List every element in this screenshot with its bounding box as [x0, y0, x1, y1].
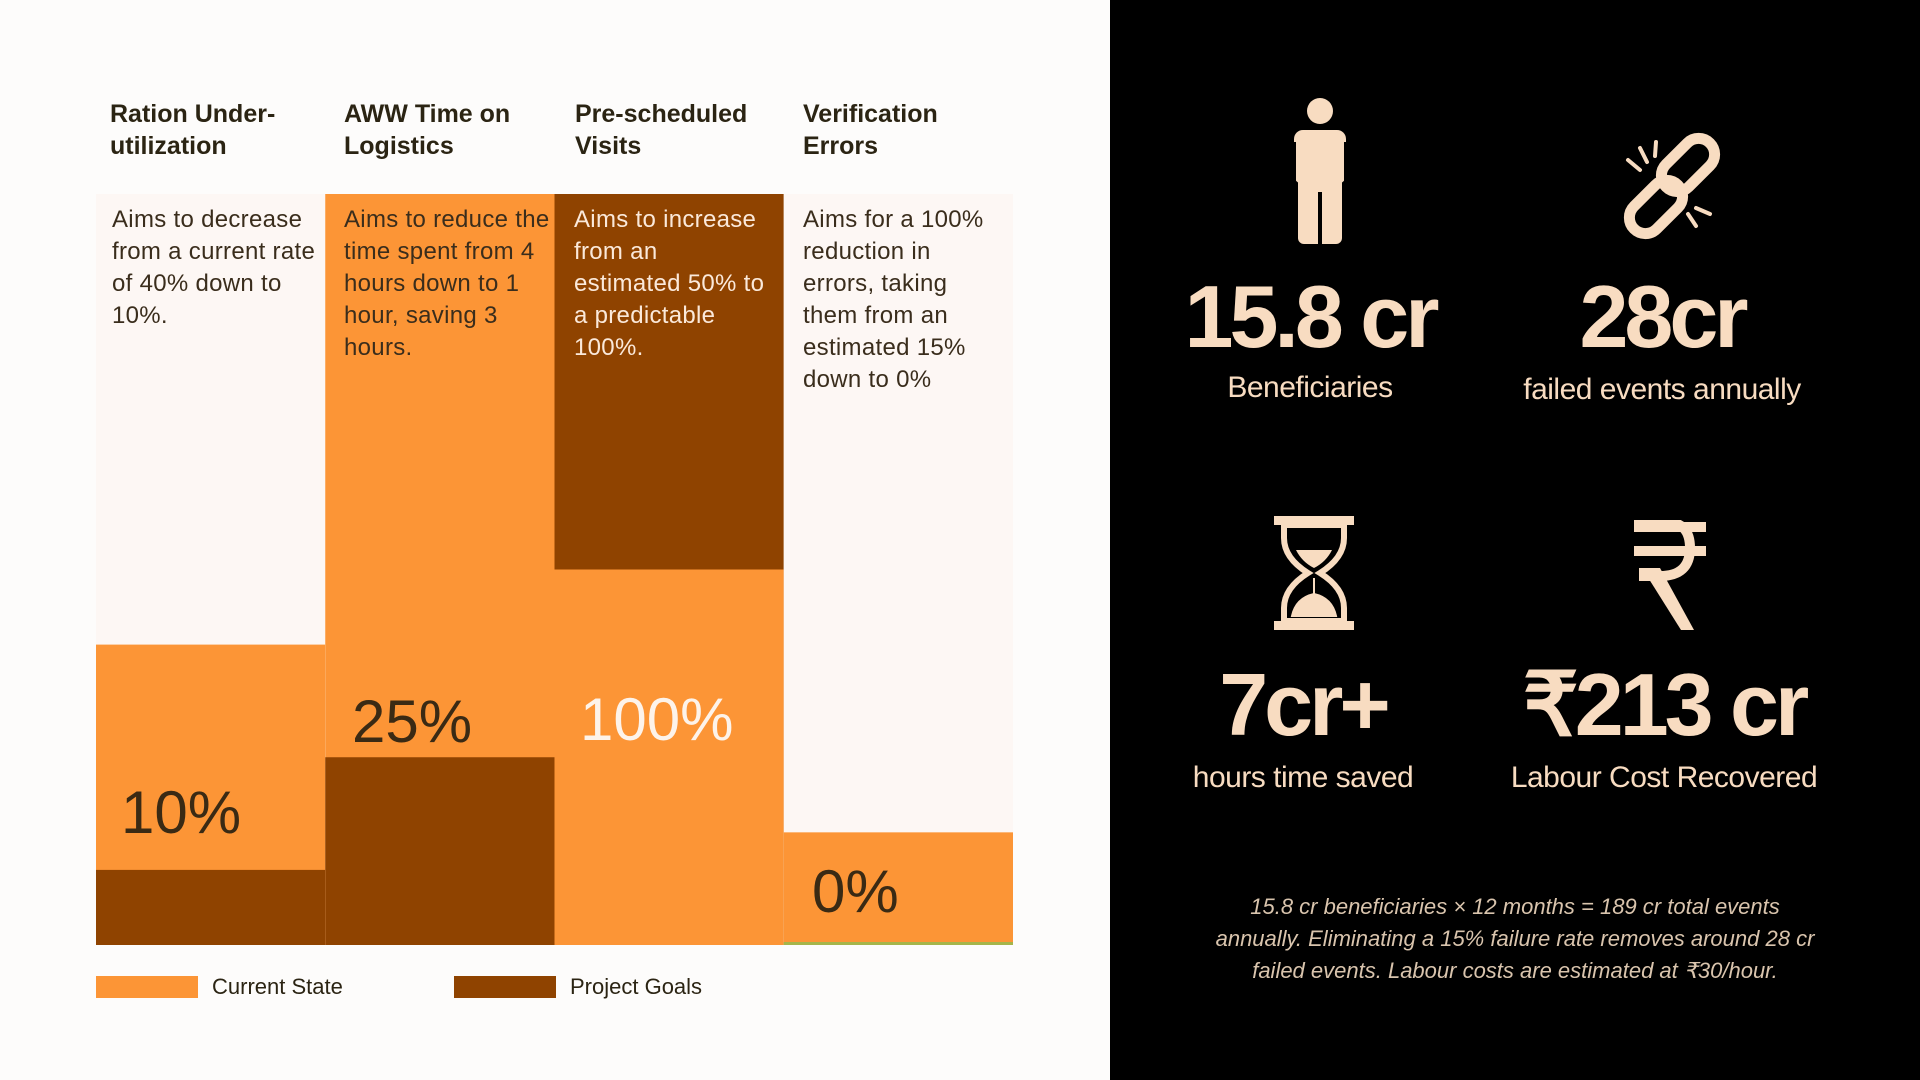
person-icon — [1292, 98, 1348, 244]
footnote: 15.8 cr beneficiaries × 12 months = 189 … — [1215, 894, 1815, 983]
rupee-icon — [1634, 520, 1706, 630]
column-header-3: Pre-scheduled Visits — [575, 100, 748, 160]
value-label-1: 10% — [121, 779, 242, 846]
stat-value-labour-cost: ₹213 cr — [1522, 655, 1809, 754]
stat-label-hours-saved: hours time saved — [1192, 761, 1414, 794]
stat-value-hours-saved: 7cr+ — [1219, 655, 1391, 754]
bar-current-4 — [783, 832, 1013, 945]
stat-value-beneficiaries: 15.8 cr — [1184, 267, 1440, 366]
column-description-1: Aims to decrease from a current rate of … — [112, 206, 316, 329]
stat-value-failed-events: 28cr — [1579, 267, 1748, 366]
legend-label-current: Current State — [212, 974, 343, 999]
broken-link-icon — [1623, 132, 1721, 240]
bar-goal-2 — [325, 757, 555, 945]
column-background-4 — [783, 194, 1013, 945]
hourglass-icon — [1274, 516, 1354, 630]
column-header-2: AWW Time on Logistics — [344, 100, 511, 160]
chart-panel: Ration Under-utilization AWW Time on Logi… — [96, 100, 1013, 999]
legend-label-goals: Project Goals — [570, 974, 703, 999]
column-description-4: Aims for a 100% reduction in errors, tak… — [803, 206, 984, 393]
bar-goal-1 — [96, 869, 326, 945]
legend-swatch-goals — [454, 976, 556, 998]
stats-panel: 15.8 cr Beneficiaries 28cr failed events… — [1110, 0, 1920, 1080]
stat-label-failed-events: failed events annually — [1523, 373, 1801, 406]
value-label-2: 25% — [352, 688, 473, 755]
stat-label-beneficiaries: Beneficiaries — [1227, 371, 1393, 404]
value-label-3: 100% — [580, 686, 734, 753]
stat-label-labour-cost: Labour Cost Recovered — [1510, 761, 1818, 794]
column-header-4: Verification Errors — [803, 100, 938, 160]
baseline-accent — [783, 942, 1013, 945]
column-description-2: Aims to reduce the time spent from 4 hou… — [344, 206, 550, 361]
value-label-4: 0% — [812, 858, 899, 925]
column-description-3: Aims to increase from an estimated 50% t… — [574, 206, 765, 361]
legend-swatch-current — [96, 976, 198, 998]
bar-chart — [96, 194, 1013, 945]
column-header-1: Ration Under-utilization — [110, 100, 276, 160]
bar-current-3 — [554, 569, 784, 945]
